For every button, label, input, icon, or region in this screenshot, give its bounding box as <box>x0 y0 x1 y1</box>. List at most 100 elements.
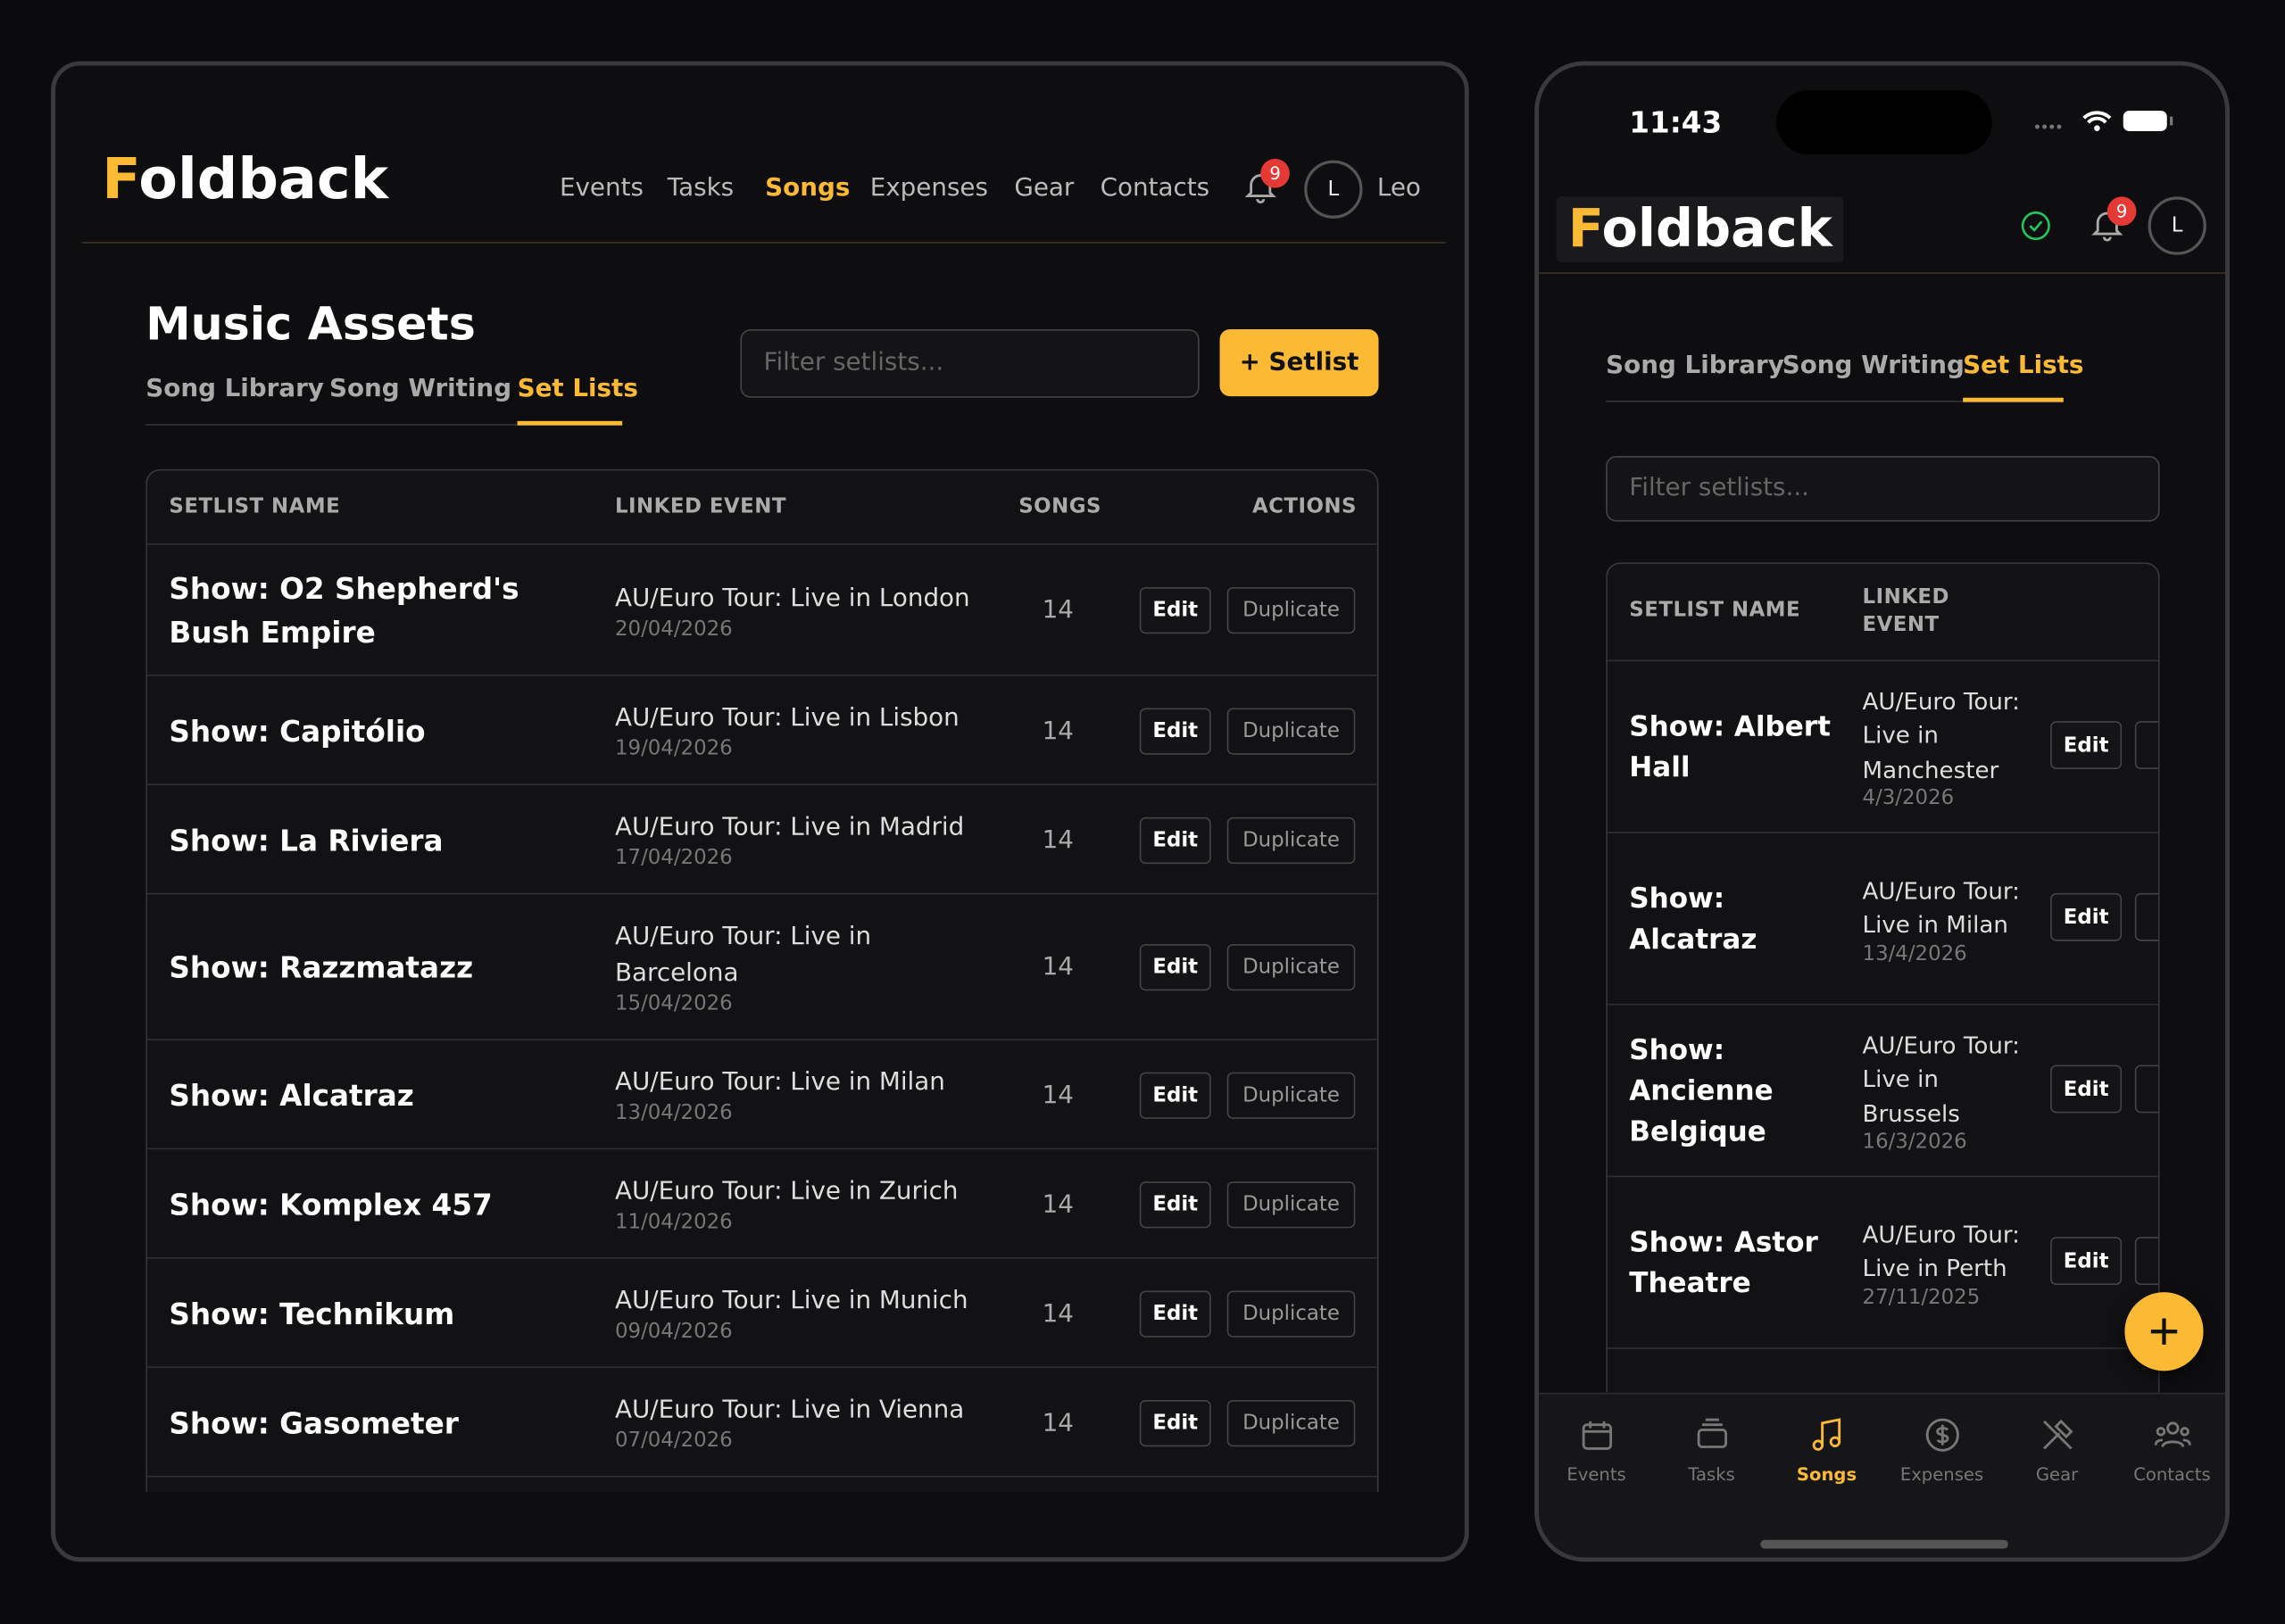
edit-button[interactable]: Edit <box>1139 1289 1211 1337</box>
event-date: 13/4/2026 <box>1862 941 1967 965</box>
nav-icon <box>1577 1414 1618 1455</box>
setlist-name[interactable]: Show: Komplex 457 <box>169 1186 493 1222</box>
table-row: Show: Ancienne Belgique AU/Euro Tour: Liv… <box>1607 1003 2158 1178</box>
edit-button[interactable]: Edit <box>2050 1065 2123 1114</box>
song-count: 14 <box>1042 1189 1074 1219</box>
setlist-name[interactable]: Show: Albert Hall <box>1629 710 1831 784</box>
page-title: Music Assets <box>145 298 476 352</box>
nav-link[interactable]: Tasks <box>667 173 735 203</box>
duplicate-button[interactable] <box>2134 1065 2158 1114</box>
edit-button[interactable]: Edit <box>1139 1181 1211 1228</box>
status-time: 11:43 <box>1629 104 1723 140</box>
dynamic-island <box>1776 90 1992 155</box>
bottom-nav-item[interactable]: Expenses <box>1884 1414 1999 1502</box>
bottom-nav-item[interactable]: Gear <box>1999 1414 2115 1502</box>
duplicate-button[interactable]: Duplicate <box>1226 1399 1356 1446</box>
event-name: AU/Euro Tour: Live in Milan <box>614 1067 945 1098</box>
bottom-nav-item[interactable]: Events <box>1539 1414 1654 1502</box>
table-row: Show: Capitólio AU/Euro Tour: Live in Lis… <box>146 674 1377 783</box>
duplicate-button[interactable]: Duplicate <box>1226 1071 1356 1119</box>
edit-button[interactable]: Edit <box>2050 892 2123 941</box>
edit-button[interactable]: Edit <box>1139 586 1211 634</box>
avatar[interactable]: L <box>2148 196 2206 255</box>
tab[interactable]: Song Library <box>145 374 324 404</box>
notifications-button[interactable]: 9 <box>1242 158 1290 209</box>
setlist-name[interactable]: Show: Razzmatazz <box>169 949 474 985</box>
edit-button[interactable]: Edit <box>1139 1071 1211 1119</box>
notifications-button[interactable]: 9 <box>2089 196 2137 246</box>
setlist-name[interactable]: Show: O2 Shepherd's Bush Empire <box>169 570 519 650</box>
linked-event: AU/Euro Tour: Live in Brussels 16/3/2026 <box>1863 1006 2026 1178</box>
edit-button[interactable]: Edit <box>1139 943 1211 991</box>
add-setlist-button[interactable]: + Setlist <box>1219 328 1379 397</box>
badge: 9 <box>1260 158 1290 188</box>
duplicate-button[interactable]: Duplicate <box>1226 586 1356 634</box>
event-name: AU/Euro Tour: Live in Manchester <box>1862 687 2020 783</box>
table-row: Show: Astor Theatre AU/Euro Tour: Live in… <box>1607 1175 2158 1348</box>
desktop-frame: Foldback Events Tasks Songs Expenses Gear Cont… <box>51 61 1469 1562</box>
nav-label: Contacts <box>2133 1463 2211 1485</box>
edit-button[interactable]: Edit <box>1139 707 1211 754</box>
nav-icon <box>2152 1414 2193 1455</box>
duplicate-button[interactable]: Duplicate <box>1226 816 1356 864</box>
duplicate-button[interactable]: Duplicate <box>1226 1181 1356 1228</box>
nav-label: Expenses <box>1899 1463 1984 1485</box>
setlist-name[interactable]: Show: Astor Theatre <box>1629 1226 1818 1300</box>
nav-link[interactable]: Contacts <box>1100 173 1210 203</box>
linked-event: AU/Euro Tour: Live in Munich 09/04/2026 <box>615 1259 979 1368</box>
add-button[interactable] <box>2124 1292 2204 1371</box>
duplicate-button[interactable]: Duplicate <box>1226 707 1356 754</box>
tab[interactable]: Song Writing <box>1782 351 1965 381</box>
table-row: Show: La Riviera AU/Euro Tour: Live in Ma… <box>146 783 1377 892</box>
table-row: Show: Alcatraz AU/Euro Tour: Live in Mila… <box>1607 832 2158 1004</box>
nav-link[interactable]: Gear <box>1014 173 1075 203</box>
setlist-name[interactable]: Show: La Riviera <box>169 822 444 858</box>
edit-button[interactable]: Edit <box>2050 721 2123 770</box>
tab[interactable]: Set Lists <box>517 374 638 404</box>
avatar[interactable]: L <box>1304 160 1363 219</box>
setlist-name[interactable]: Show: Technikum <box>169 1296 455 1331</box>
column-header: LINKED EVENT <box>614 495 786 519</box>
tab[interactable]: Set Lists <box>1963 351 2084 381</box>
filter-input[interactable]: Filter setlists... <box>740 328 1200 398</box>
event-name: AU/Euro Tour: Live in Munich <box>614 1286 968 1316</box>
nav-link[interactable]: Expenses <box>869 173 988 203</box>
filter-input[interactable]: Filter setlists... <box>1606 456 2160 522</box>
bottom-nav-item[interactable]: Contacts <box>2115 1414 2225 1502</box>
bottom-nav-item[interactable]: Songs <box>1769 1414 1884 1502</box>
setlist-table: SETLIST NAME LINKED EVENT SONGS ACTIONS Show… <box>145 468 1379 1492</box>
table-row: Show: O2 Shepherd's Bush Empire AU/Euro T… <box>146 543 1377 675</box>
duplicate-button[interactable] <box>2134 1237 2158 1285</box>
event-date: 27/11/2025 <box>1862 1285 1981 1309</box>
tabs-divider <box>145 424 623 426</box>
table-row: Show: Albert Hall AU/Euro Tour: Live in M… <box>1607 659 2158 833</box>
user-name[interactable]: Leo <box>1376 173 1421 203</box>
event-name: AU/Euro Tour: Live in Madrid <box>614 813 965 842</box>
nav-label: Tasks <box>1688 1463 1735 1485</box>
sync-status <box>2018 208 2053 243</box>
edit-button[interactable]: Edit <box>1139 816 1211 864</box>
edit-button[interactable]: Edit <box>1139 1399 1211 1446</box>
edit-button[interactable]: Edit <box>2050 1237 2123 1285</box>
setlist-name[interactable]: Show: Gasometer <box>169 1404 459 1440</box>
nav-label: Events <box>1566 1463 1626 1485</box>
duplicate-button[interactable] <box>2134 892 2158 941</box>
event-name: AU/Euro Tour: Live in London <box>614 583 970 613</box>
linked-event: AU/Euro Tour: Live in Manchester 4/3/2026 <box>1863 661 2026 833</box>
duplicate-button[interactable] <box>2134 721 2158 770</box>
column-header: ACTIONS <box>1251 495 1357 519</box>
bottom-nav-item[interactable]: Tasks <box>1654 1414 1769 1502</box>
tab[interactable]: Song Writing <box>328 374 512 404</box>
logo: Foldback <box>1556 196 1844 262</box>
setlist-name[interactable]: Show: Capitólio <box>169 713 426 749</box>
duplicate-button[interactable]: Duplicate <box>1226 1289 1356 1337</box>
setlist-name[interactable]: Show: Alcatraz <box>169 1077 414 1113</box>
setlist-name[interactable]: Show: Ancienne Belgique <box>1629 1034 1774 1148</box>
duplicate-button[interactable]: Duplicate <box>1226 943 1356 991</box>
setlist-name[interactable]: Show: Alcatraz <box>1629 882 1757 957</box>
event-date: 16/3/2026 <box>1862 1131 1967 1155</box>
tab[interactable]: Song Library <box>1606 351 1784 381</box>
nav-link[interactable]: Events <box>559 173 644 203</box>
nav-link[interactable]: Songs <box>765 173 851 203</box>
